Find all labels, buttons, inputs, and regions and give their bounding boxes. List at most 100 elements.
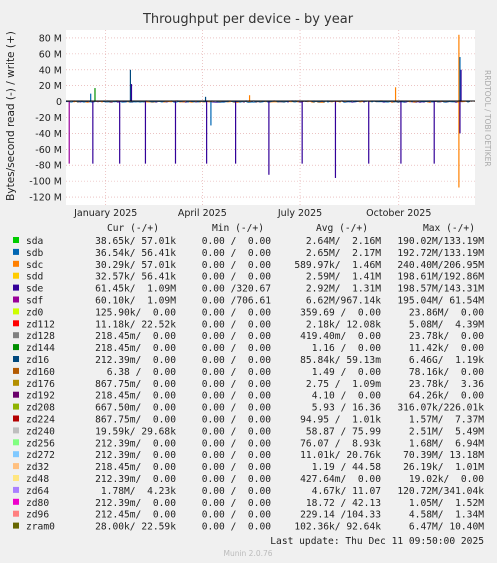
legend-avg: 1.49 / 0.00 xyxy=(312,367,382,378)
legend-swatch xyxy=(13,391,19,398)
legend-series-name: zd128 xyxy=(26,331,55,342)
y-tick-label: -40 M xyxy=(35,129,62,140)
legend-swatch xyxy=(13,260,19,267)
legend-min: 0.00 / 0.00 xyxy=(202,522,272,533)
legend-cur: 1.78M/ 4.23k xyxy=(101,486,176,497)
legend-swatch xyxy=(13,463,19,470)
legend-max: 19.02k/ 0.00 xyxy=(409,474,484,485)
legend-series-name: sde xyxy=(26,284,44,295)
legend-avg: 76.07 / 8.93k xyxy=(300,438,381,449)
legend-series-name: zd256 xyxy=(26,438,55,449)
legend-cur: 32.57k/ 56.41k xyxy=(95,272,176,283)
legend-cur: 212.39m/ 0.00 xyxy=(95,438,176,449)
legend-swatch xyxy=(13,272,19,279)
y-tick-label: -120 M xyxy=(29,193,62,204)
legend-avg: 1.19 / 44.58 xyxy=(312,462,382,473)
legend-header-cur: Cur (-/+) xyxy=(107,223,159,234)
legend-avg: 4.67k/ 11.07 xyxy=(312,486,382,497)
legend-min: 0.00 / 0.00 xyxy=(202,498,272,509)
legend-series-name: zd0 xyxy=(26,307,44,318)
legend-max: 26.19k/ 1.01M xyxy=(403,462,484,473)
legend-max: 6.47M/ 10.40M xyxy=(409,522,484,533)
legend-series-name: zd32 xyxy=(26,462,49,473)
rrdtool-side-label: RRDTOOL / TOBI OETIKER xyxy=(483,70,492,167)
legend-avg: 2.75 / 1.09m xyxy=(306,379,381,390)
legend-cur: 667.50m/ 0.00 xyxy=(95,403,176,414)
legend-cur: 60.10k/ 1.09M xyxy=(95,296,176,307)
legend-max: 195.04M/ 61.54M xyxy=(397,296,484,307)
legend-series-name: zd160 xyxy=(26,367,55,378)
legend-series-name: zd272 xyxy=(26,450,55,461)
legend-series-name: zd96 xyxy=(26,510,49,521)
legend-max: 64.26k/ 0.00 xyxy=(409,391,484,402)
legend-swatch xyxy=(13,522,19,529)
legend-max: 1.57M/ 7.37M xyxy=(409,415,484,426)
legend-max: 240.40M/206.95M xyxy=(397,260,484,271)
legend-swatch xyxy=(13,451,19,458)
legend-cur: 212.39m/ 0.00 xyxy=(95,450,176,461)
legend-max: 78.16k/ 0.00 xyxy=(409,367,484,378)
legend-swatch xyxy=(13,320,19,327)
legend-max: 316.07k/226.01k xyxy=(397,403,484,414)
legend-cur: 218.45m/ 0.00 xyxy=(95,462,176,473)
legend-cur: 212.39m/ 0.00 xyxy=(95,498,176,509)
legend-max: 23.78k/ 3.36 xyxy=(409,379,484,390)
legend-series-name: zd64 xyxy=(26,486,49,497)
legend-cur: 19.59k/ 29.68k xyxy=(95,426,176,437)
legend-min: 0.00 / 0.00 xyxy=(202,438,272,449)
legend-swatch xyxy=(13,248,19,255)
legend-min: 0.00 / 0.00 xyxy=(202,343,272,354)
legend-cur: 6.38 / 0.00 xyxy=(107,367,177,378)
munin-version: Munin 2.0.76 xyxy=(223,549,272,558)
last-update: Last update: Thu Dec 11 09:50:00 2025 xyxy=(270,536,484,547)
legend-swatch xyxy=(13,284,19,291)
legend-min: 0.00 / 0.00 xyxy=(202,319,272,330)
x-axis-ticks: January 2025 April 2025 July 2025 October 2… xyxy=(73,208,431,219)
legend-cur: 61.45k/ 1.09M xyxy=(95,284,176,295)
legend-swatch xyxy=(13,498,19,505)
legend-swatch xyxy=(13,486,19,493)
x-tick-label: April 2025 xyxy=(178,208,227,219)
y-tick-label: 80 M xyxy=(39,33,62,44)
legend-cur: 38.65k/ 57.01k xyxy=(95,236,176,247)
legend-swatch xyxy=(13,367,19,374)
legend-swatch xyxy=(13,439,19,446)
legend-avg: 419.40m/ 0.00 xyxy=(300,331,381,342)
legend-avg: 589.97k/ 1.46M xyxy=(294,260,381,271)
legend-max: 120.72M/341.04k xyxy=(397,486,484,497)
legend-series-name: sdb xyxy=(26,248,44,259)
legend-max: 5.08M/ 4.39M xyxy=(409,319,484,330)
legend-min: 0.00 / 0.00 xyxy=(202,474,272,485)
legend-min: 0.00 / 0.00 xyxy=(202,486,272,497)
legend-max: 1.68M/ 6.94M xyxy=(409,438,484,449)
legend-min: 0.00 / 0.00 xyxy=(202,450,272,461)
y-tick-label: 0 xyxy=(56,97,62,108)
legend-min: 0.00 / 0.00 xyxy=(202,248,272,259)
y-axis-ticks: 80 M 60 M 40 M 20 M 0 -20 M -40 M -60 M -80 M -10… xyxy=(29,33,62,203)
legend-min: 0.00 /706.61 xyxy=(202,296,272,307)
legend-series-name: zd240 xyxy=(26,426,55,437)
y-tick-label: -20 M xyxy=(35,113,62,124)
legend-min: 0.00 / 0.00 xyxy=(202,415,272,426)
legend-max: 70.39M/ 13.18M xyxy=(403,450,484,461)
legend-max: 192.72M/133.19M xyxy=(397,248,484,259)
legend-avg: 1.16 / 0.00 xyxy=(312,343,382,354)
legend-min: 0.00 / 0.00 xyxy=(202,379,272,390)
legend-series-name: zd80 xyxy=(26,498,49,509)
legend-series-name: zd112 xyxy=(26,319,55,330)
legend-swatch xyxy=(13,415,19,422)
legend-avg: 359.69 / 0.00 xyxy=(300,307,381,318)
legend-swatch xyxy=(13,510,19,517)
legend-series-name: zd176 xyxy=(26,379,55,390)
y-tick-label: -60 M xyxy=(35,145,62,156)
legend-series-name: zd144 xyxy=(26,343,55,354)
legend-cur: 212.39m/ 0.00 xyxy=(95,355,176,366)
legend-swatch xyxy=(13,427,19,434)
legend-avg: 94.95 / 1.01k xyxy=(300,415,381,426)
legend-min: 0.00 /320.67 xyxy=(202,284,272,295)
legend-series-name: zd48 xyxy=(26,474,49,485)
legend-cur: 125.90k/ 0.00 xyxy=(95,307,176,318)
legend-swatch xyxy=(13,356,19,362)
legend-avg: 2.64M/ 2.16M xyxy=(306,236,381,247)
legend-cur: 867.75m/ 0.00 xyxy=(95,379,176,390)
